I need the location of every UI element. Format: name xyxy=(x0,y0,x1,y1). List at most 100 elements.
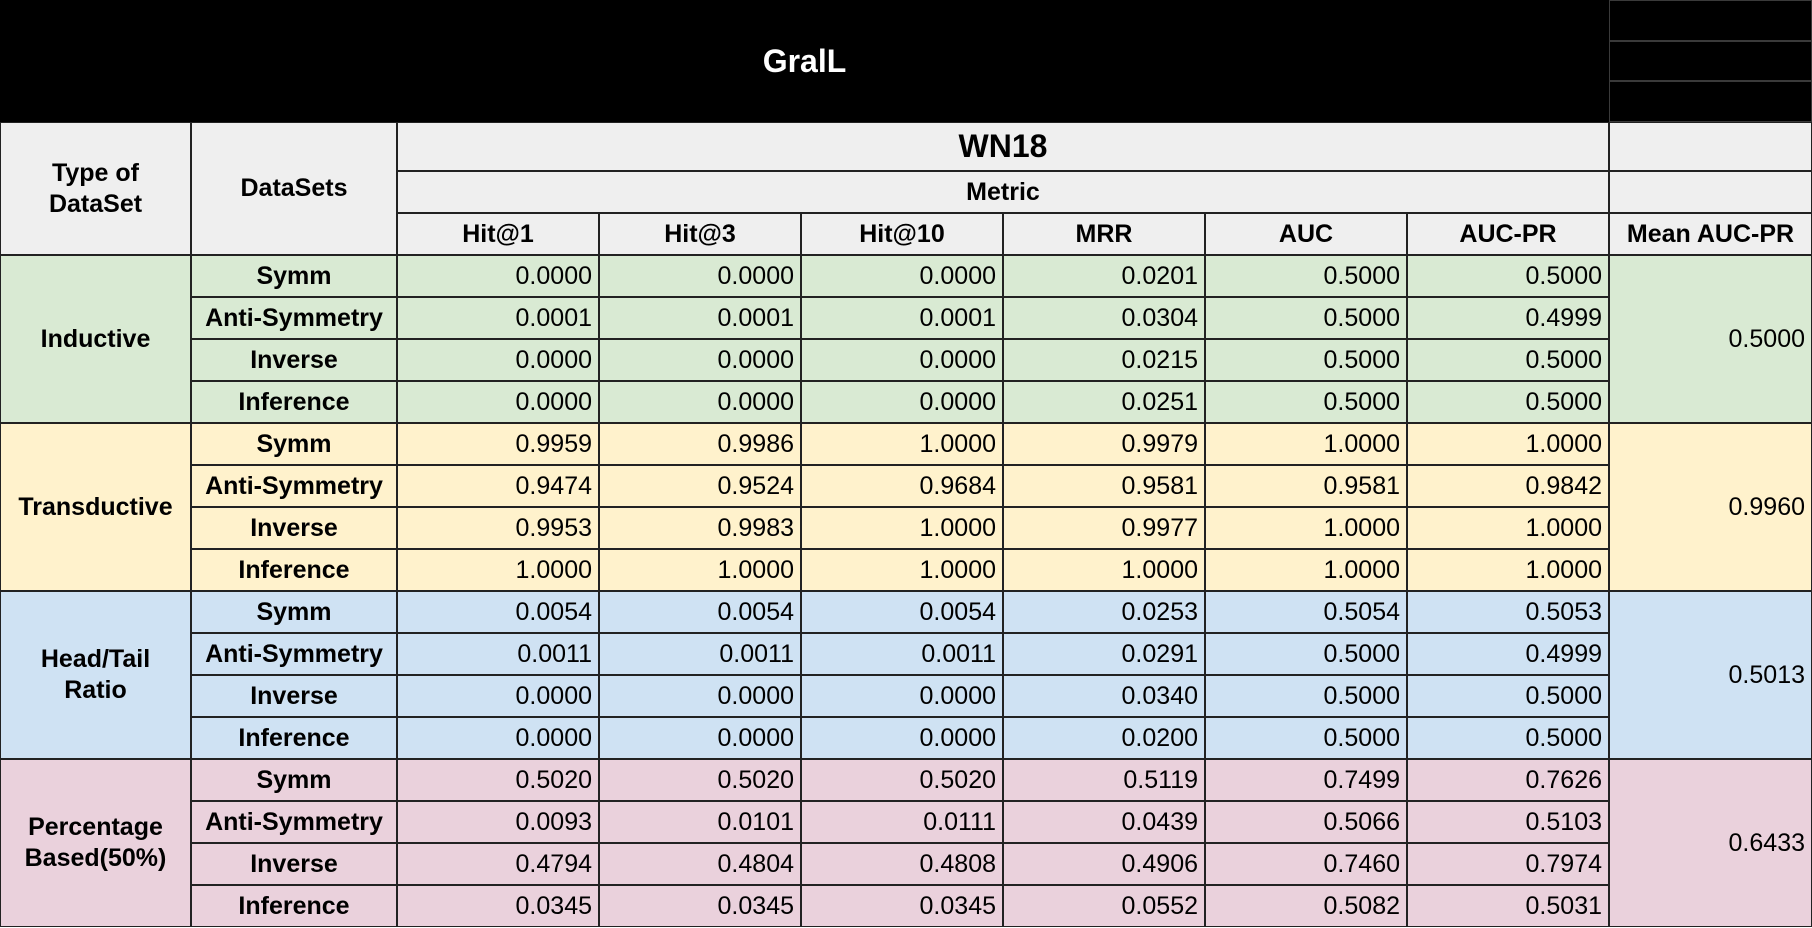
metric-value-cell: 0.0251 xyxy=(1003,381,1205,423)
metric-value-cell: 0.0000 xyxy=(599,675,801,717)
metric-value-cell: 0.9684 xyxy=(801,465,1003,507)
metric-value-cell: 0.4906 xyxy=(1003,843,1205,885)
metric-value-cell: 0.9474 xyxy=(397,465,599,507)
blank-corner-cell xyxy=(1609,0,1812,41)
metric-header: Metric xyxy=(397,171,1609,213)
metric-value-cell: 0.0001 xyxy=(397,297,599,339)
group-label: Percentage Based(50%) xyxy=(0,759,191,927)
blank-header-cell xyxy=(1609,171,1812,213)
metric-value-cell: 0.0000 xyxy=(599,255,801,297)
mean-auc-pr-cell: 0.6433 xyxy=(1609,759,1812,927)
metric-value-cell: 0.7460 xyxy=(1205,843,1407,885)
metric-value-cell: 0.9959 xyxy=(397,423,599,465)
column-header: MRR xyxy=(1003,213,1205,255)
metric-value-cell: 0.7499 xyxy=(1205,759,1407,801)
metric-value-cell: 0.0000 xyxy=(599,717,801,759)
metric-value-cell: 0.9983 xyxy=(599,507,801,549)
metric-value-cell: 0.0000 xyxy=(397,675,599,717)
metric-value-cell: 0.0000 xyxy=(599,339,801,381)
metric-value-cell: 1.0000 xyxy=(1205,423,1407,465)
metric-value-cell: 0.0291 xyxy=(1003,633,1205,675)
metric-value-cell: 0.0304 xyxy=(1003,297,1205,339)
metric-value-cell: 0.0054 xyxy=(599,591,801,633)
metric-value-cell: 0.5020 xyxy=(599,759,801,801)
metric-value-cell: 0.0345 xyxy=(599,885,801,927)
metric-value-cell: 0.9524 xyxy=(599,465,801,507)
metric-value-cell: 0.0439 xyxy=(1003,801,1205,843)
table-title: GralL xyxy=(0,0,1609,122)
type-of-dataset-header: Type of DataSet xyxy=(0,122,191,255)
dataset-label: Inference xyxy=(191,549,397,591)
metric-value-cell: 0.0201 xyxy=(1003,255,1205,297)
dataset-label: Symm xyxy=(191,423,397,465)
metric-value-cell: 1.0000 xyxy=(1205,549,1407,591)
metric-value-cell: 0.5054 xyxy=(1205,591,1407,633)
metric-value-cell: 0.0000 xyxy=(801,339,1003,381)
metric-value-cell: 0.4808 xyxy=(801,843,1003,885)
metric-value-cell: 1.0000 xyxy=(801,549,1003,591)
metric-value-cell: 0.5119 xyxy=(1003,759,1205,801)
metric-value-cell: 0.5000 xyxy=(1205,255,1407,297)
metric-value-cell: 0.4999 xyxy=(1407,297,1609,339)
dataset-label: Symm xyxy=(191,255,397,297)
metric-value-cell: 0.0345 xyxy=(397,885,599,927)
metric-value-cell: 0.0000 xyxy=(801,717,1003,759)
metric-value-cell: 1.0000 xyxy=(801,507,1003,549)
dataset-label: Inverse xyxy=(191,675,397,717)
metric-value-cell: 0.0000 xyxy=(397,717,599,759)
metric-value-cell: 0.0000 xyxy=(599,381,801,423)
metric-value-cell: 0.0200 xyxy=(1003,717,1205,759)
metric-value-cell: 0.4999 xyxy=(1407,633,1609,675)
metric-value-cell: 1.0000 xyxy=(1205,507,1407,549)
metric-value-cell: 0.5000 xyxy=(1407,255,1609,297)
metric-value-cell: 0.5020 xyxy=(397,759,599,801)
metric-value-cell: 0.0011 xyxy=(599,633,801,675)
datasets-header: DataSets xyxy=(191,122,397,255)
metric-value-cell: 0.5000 xyxy=(1205,717,1407,759)
dataset-label: Inverse xyxy=(191,507,397,549)
metric-value-cell: 0.5103 xyxy=(1407,801,1609,843)
metric-value-cell: 0.7974 xyxy=(1407,843,1609,885)
metric-value-cell: 0.0054 xyxy=(801,591,1003,633)
mean-auc-pr-header: Mean AUC-PR xyxy=(1609,213,1812,255)
metric-value-cell: 0.5000 xyxy=(1205,297,1407,339)
mean-auc-pr-cell: 0.9960 xyxy=(1609,423,1812,591)
blank-corner-cell xyxy=(1609,81,1812,122)
dataset-label: Inverse xyxy=(191,843,397,885)
metric-value-cell: 1.0000 xyxy=(801,423,1003,465)
metric-value-cell: 0.7626 xyxy=(1407,759,1609,801)
mean-auc-pr-cell: 0.5000 xyxy=(1609,255,1812,423)
dataset-label: Inverse xyxy=(191,339,397,381)
dataset-label: Inference xyxy=(191,717,397,759)
metric-value-cell: 1.0000 xyxy=(1407,549,1609,591)
metric-value-cell: 0.5000 xyxy=(1407,381,1609,423)
metric-value-cell: 0.5082 xyxy=(1205,885,1407,927)
dataset-label: Anti-Symmetry xyxy=(191,801,397,843)
metric-value-cell: 0.0011 xyxy=(801,633,1003,675)
column-header: Hit@3 xyxy=(599,213,801,255)
metric-value-cell: 0.5066 xyxy=(1205,801,1407,843)
dataset-label: Anti-Symmetry xyxy=(191,297,397,339)
metric-value-cell: 0.5000 xyxy=(1205,633,1407,675)
metric-value-cell: 0.0111 xyxy=(801,801,1003,843)
dataset-label: Inference xyxy=(191,885,397,927)
dataset-label: Inference xyxy=(191,381,397,423)
metric-value-cell: 0.4804 xyxy=(599,843,801,885)
blank-header-cell xyxy=(1609,122,1812,171)
metric-value-cell: 1.0000 xyxy=(1003,549,1205,591)
column-header: AUC xyxy=(1205,213,1407,255)
metric-value-cell: 0.0000 xyxy=(397,381,599,423)
metric-value-cell: 0.9979 xyxy=(1003,423,1205,465)
metric-value-cell: 0.5000 xyxy=(1205,675,1407,717)
column-header: Hit@1 xyxy=(397,213,599,255)
metric-value-cell: 0.5000 xyxy=(1205,381,1407,423)
dataset-label: Symm xyxy=(191,591,397,633)
metric-value-cell: 0.0011 xyxy=(397,633,599,675)
metric-value-cell: 0.0552 xyxy=(1003,885,1205,927)
metric-value-cell: 0.0215 xyxy=(1003,339,1205,381)
metric-value-cell: 0.9581 xyxy=(1205,465,1407,507)
metric-value-cell: 0.9977 xyxy=(1003,507,1205,549)
metric-value-cell: 0.0340 xyxy=(1003,675,1205,717)
metric-value-cell: 0.0000 xyxy=(801,381,1003,423)
metric-value-cell: 0.4794 xyxy=(397,843,599,885)
